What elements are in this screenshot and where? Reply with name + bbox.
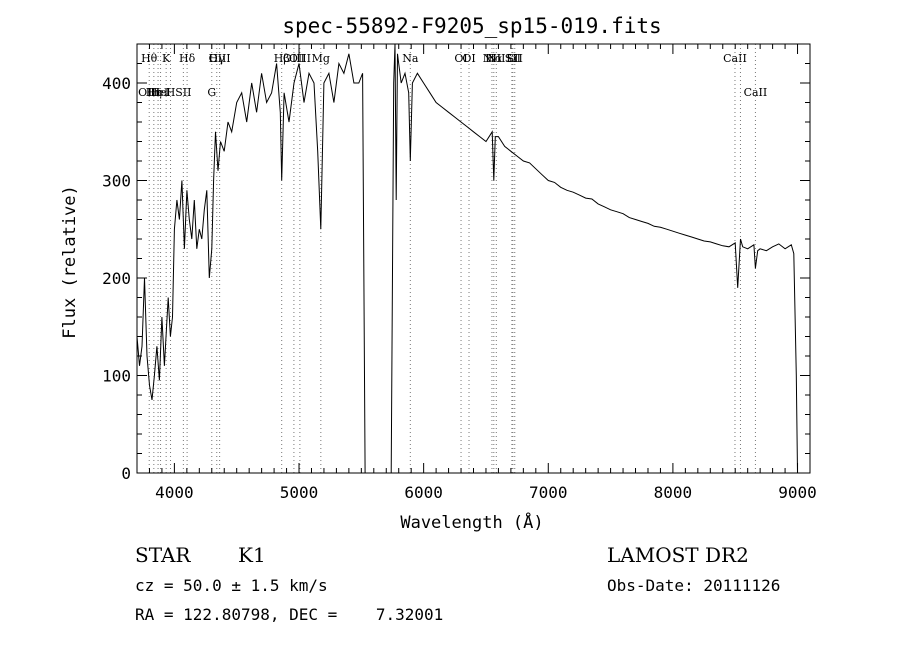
y-tick-label: 300	[102, 172, 131, 191]
x-tick-label: 4000	[155, 483, 194, 502]
line-marker-label: HeI	[148, 86, 168, 99]
y-tick-label: 0	[121, 464, 131, 483]
redshift-velocity: cz = 50.0 ± 1.5 km/s	[135, 576, 328, 595]
spectrum-line	[136, 43, 798, 474]
line-marker-label: G	[207, 86, 216, 99]
line-marker-label: OIII	[209, 52, 231, 65]
line-marker-label: OIII	[289, 52, 311, 65]
y-axis-label: Flux (relative)	[60, 185, 80, 339]
x-axis-label: Wavelength (Å)	[400, 511, 543, 533]
line-marker-label: NII	[487, 52, 505, 65]
line-marker-label: Li	[506, 52, 517, 65]
plot-frame	[136, 43, 811, 474]
line-marker-label: Hγ	[209, 52, 226, 65]
line-marker-label: Hη	[146, 86, 162, 99]
line-marker-label: SII	[505, 52, 521, 65]
x-tick-label: 6000	[404, 483, 443, 502]
object-class: STAR	[135, 543, 191, 567]
line-marker-label: NII	[483, 52, 501, 65]
ra-dec-coordinates: RA = 122.80798, DEC = 7.32001	[135, 605, 444, 624]
object-subclass: K1	[238, 543, 266, 567]
x-tick-label: 8000	[654, 483, 693, 502]
y-tick-label: 200	[102, 269, 131, 288]
line-marker-label: OIII	[283, 52, 305, 65]
chart-title: spec-55892-F9205_sp15-019.fits	[282, 14, 661, 38]
survey-name: LAMOST DR2	[607, 543, 749, 567]
line-marker-label: Na	[402, 52, 419, 65]
line-marker-label: Hβ	[274, 52, 290, 65]
line-marker-label: Hα	[485, 52, 503, 65]
y-tick-label: 400	[102, 74, 131, 93]
line-marker-label: H	[166, 86, 176, 99]
line-marker-label: OI	[454, 52, 467, 65]
line-marker-label: HeI	[150, 86, 170, 99]
line-marker-label: SII	[175, 86, 191, 99]
line-marker-label: SII	[507, 52, 523, 65]
line-marker-label: K	[162, 52, 171, 65]
x-tick-label: 7000	[529, 483, 568, 502]
line-marker-label: CaII	[723, 52, 747, 65]
y-axis: 0 100 200 300 400	[102, 43, 810, 483]
line-marker-label: OI	[462, 52, 475, 65]
x-axis: 4000 5000 6000 7000 8000 9000	[136, 44, 817, 502]
line-marker-label: CaII	[744, 86, 768, 99]
line-marker-label: OIII	[138, 86, 160, 99]
line-marker-label: Hθ	[141, 52, 158, 65]
x-tick-label: 9000	[778, 483, 817, 502]
y-tick-label: 100	[102, 367, 131, 386]
line-marker-label: Mg	[312, 52, 330, 65]
x-tick-label: 5000	[280, 483, 319, 502]
line-marker-label: Hδ	[179, 52, 196, 65]
observation-date: Obs-Date: 20111126	[607, 576, 781, 595]
